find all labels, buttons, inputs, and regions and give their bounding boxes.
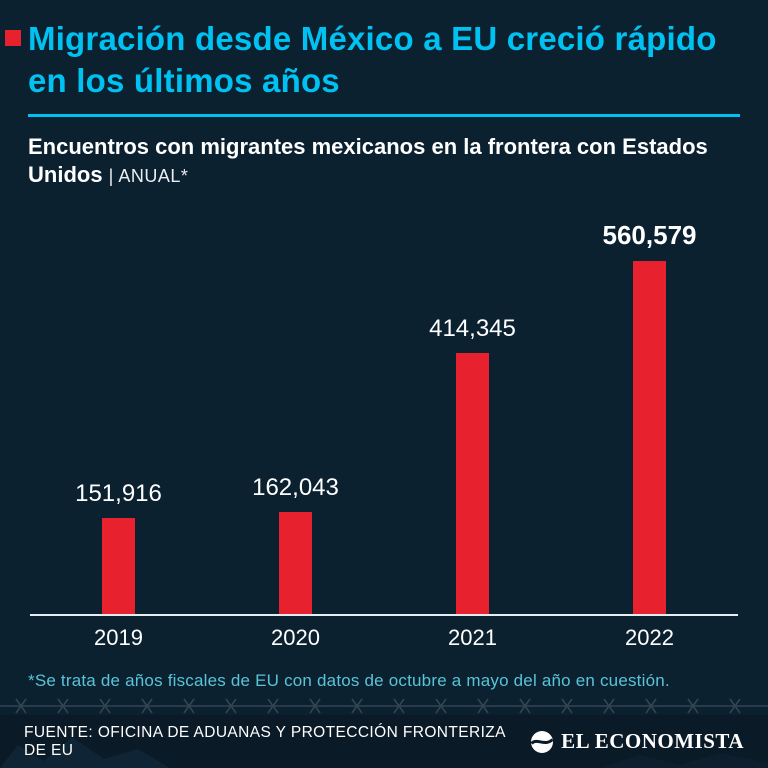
x-tick-label: 2020 bbox=[271, 625, 320, 650]
bar-chart: 151,916 162,043 414,345 560,579 2019 2020 202… bbox=[30, 220, 738, 651]
bar-value-label: 414,345 bbox=[429, 315, 516, 342]
x-axis: 2019 2020 2021 2022 bbox=[30, 616, 738, 651]
bar bbox=[279, 512, 312, 614]
plot-area: 151,916 162,043 414,345 560,579 bbox=[30, 220, 738, 616]
title-divider bbox=[28, 113, 740, 117]
bar-group: 162,043 bbox=[207, 474, 384, 614]
source-text: FUENTE: OFICINA DE ADUANAS Y PROTECCIÓN … bbox=[24, 723, 506, 759]
footnote: *Se trata de años fiscales de EU con dat… bbox=[28, 671, 670, 690]
brand-logo: EL ECONOMISTA bbox=[530, 729, 744, 754]
bar bbox=[456, 353, 489, 614]
brand-name: EL ECONOMISTA bbox=[561, 729, 744, 753]
bar-value-label: 560,579 bbox=[602, 220, 697, 250]
accent-square bbox=[5, 30, 21, 46]
bar-group: 414,345 bbox=[384, 315, 561, 614]
bar-group: 151,916 bbox=[30, 480, 207, 614]
chart-subtitle-note: | ANUAL* bbox=[108, 166, 189, 187]
x-tick-label: 2019 bbox=[94, 625, 143, 650]
bar-value-label: 151,916 bbox=[75, 480, 162, 507]
x-tick-label: 2021 bbox=[448, 625, 497, 650]
bar bbox=[633, 261, 666, 614]
chart-subtitle: Encuentros con migrantes mexicanos en la… bbox=[28, 133, 718, 190]
header: Migración desde México a EU creció rápid… bbox=[0, 0, 768, 102]
chart-subtitle-text: Encuentros con migrantes mexicanos en la… bbox=[28, 133, 708, 188]
x-tick-label: 2022 bbox=[625, 625, 674, 650]
page-title: Migración desde México a EU creció rápid… bbox=[28, 20, 717, 99]
bar-value-label: 162,043 bbox=[252, 474, 339, 501]
el-economista-globe-icon bbox=[530, 730, 554, 753]
bar-group: 560,579 bbox=[561, 220, 738, 614]
barbed-wire-decoration bbox=[0, 697, 768, 715]
bar bbox=[102, 518, 135, 614]
footer: FUENTE: OFICINA DE ADUANAS Y PROTECCIÓN … bbox=[0, 715, 768, 768]
